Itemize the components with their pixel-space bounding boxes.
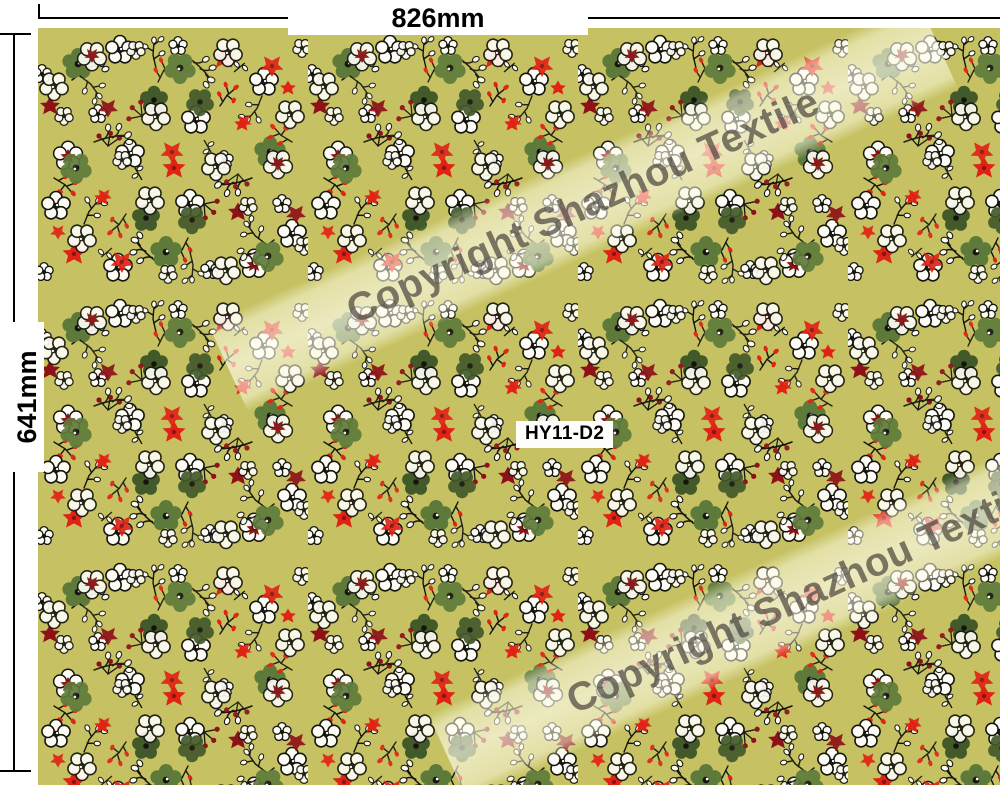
width-dimension-tick [38,4,40,18]
height-dimension-label: 641mm [10,322,44,472]
width-dimension-line-left [38,17,288,19]
width-dimension-label: 826mm [288,1,588,35]
height-dimension-tick-bottom [0,770,31,772]
style-code-label: HY11-D2 [516,421,614,448]
height-dimension-tick-top [0,33,31,35]
fabric-swatch-image: Copyright Shazhou Textile Copyright Shaz… [38,28,1000,785]
width-dimension-line-right [588,17,1000,19]
fabric-pattern [38,28,1000,785]
